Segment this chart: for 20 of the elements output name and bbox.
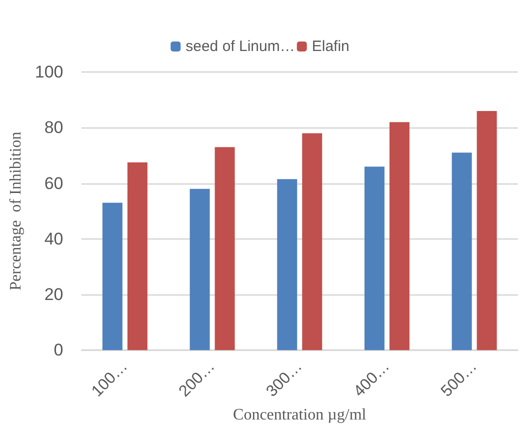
y-tick-label: 80 bbox=[44, 118, 64, 138]
y-tick-label: 0 bbox=[54, 340, 64, 360]
bar bbox=[277, 179, 298, 350]
y-tick-label: 100 bbox=[34, 62, 64, 82]
legend-label: seed of Linum… bbox=[186, 38, 295, 55]
legend-label: Elafin bbox=[312, 38, 350, 55]
bar bbox=[190, 188, 210, 350]
bar bbox=[102, 202, 122, 350]
y-tick-label: 60 bbox=[44, 174, 64, 193]
bar bbox=[127, 162, 148, 350]
bar bbox=[476, 110, 497, 350]
bar bbox=[364, 166, 384, 350]
y-axis-title: Percentage of Inhibition bbox=[8, 132, 24, 290]
bar bbox=[389, 122, 410, 350]
x-axis-title: Concentration µg/ml bbox=[233, 406, 367, 424]
bar bbox=[452, 152, 472, 350]
y-tick-label: 20 bbox=[44, 285, 64, 304]
y-tick-label: 40 bbox=[44, 229, 64, 248]
bar bbox=[302, 133, 322, 350]
bar bbox=[214, 147, 235, 350]
